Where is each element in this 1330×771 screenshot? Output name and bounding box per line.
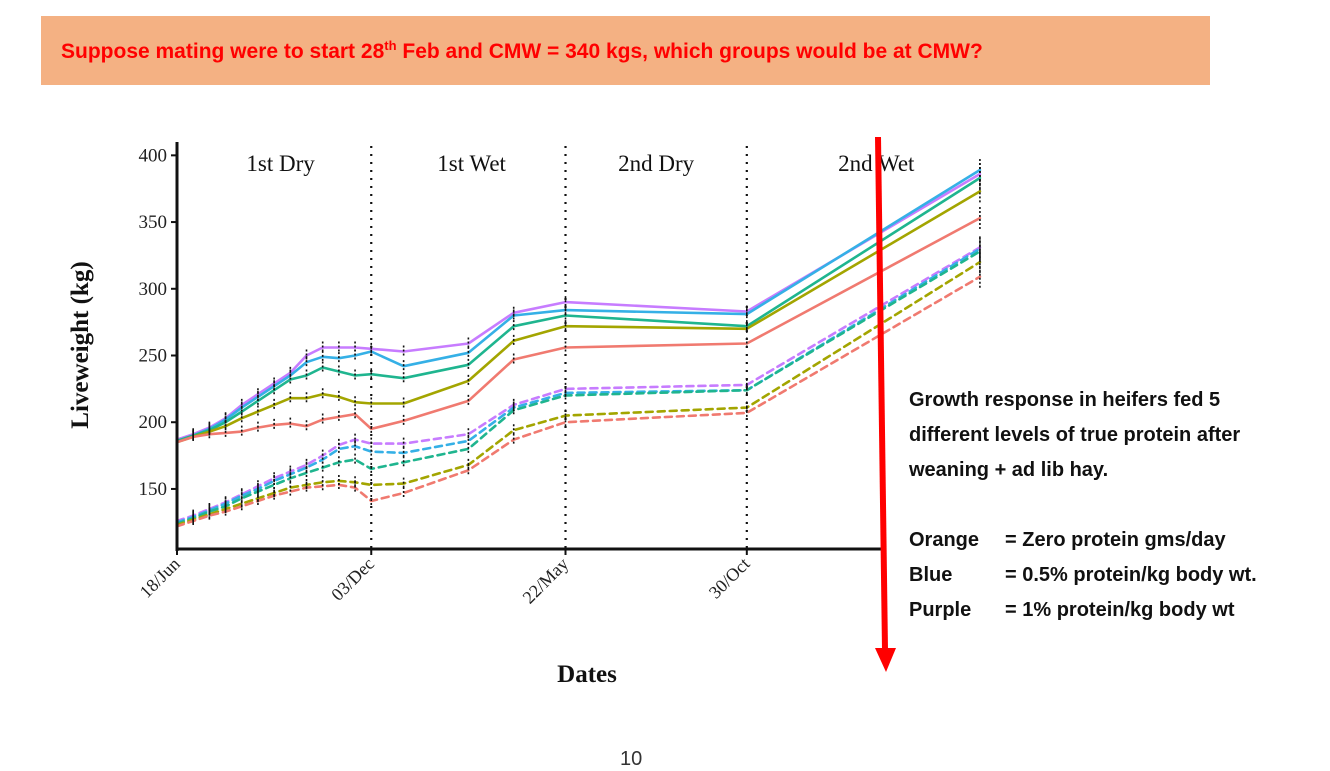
annotation-description: Growth response in heifers fed 5 differen… — [909, 383, 1329, 488]
y-tick-label: 200 — [139, 412, 168, 433]
description-line: weaning + ad lib hay. — [909, 459, 1109, 481]
x-axis-title: Dates — [557, 661, 617, 688]
legend-value: = 0.5% protein/kg body wt. — [1005, 564, 1257, 586]
description-line: different levels of true protein after — [909, 424, 1241, 446]
chart-series — [175, 168, 982, 528]
period-label: 1st Wet — [437, 151, 506, 176]
y-tick-label: 300 — [139, 279, 168, 300]
chart-axes: 1st Dry 1st Wet 2nd Dry 2nd Wet150200250300… — [67, 142, 915, 688]
red-arrow-shaft — [875, 136, 888, 651]
x-tick-label: 22/May — [519, 554, 573, 608]
period-label: 2nd Dry — [618, 151, 695, 176]
legend-key: Purple — [909, 599, 972, 621]
chart-error-bars — [176, 159, 981, 533]
question-banner: Suppose mating were to start 28th Feb an… — [41, 16, 1210, 85]
series-line-solid — [175, 172, 982, 441]
annotation-legend: Orange = Zero protein gms/day Blue = 0.5%… — [909, 523, 1329, 628]
page-number: 10 — [620, 748, 643, 770]
legend-value: = Zero protein gms/day — [1005, 529, 1226, 551]
legend-row: Orange = Zero protein gms/day — [909, 523, 1329, 558]
series-line-solid — [175, 168, 982, 443]
legend-row: Purple = 1% protein/kg body wt — [909, 593, 1329, 628]
series-line-dashed — [175, 246, 982, 523]
y-tick-label: 250 — [139, 346, 168, 367]
x-tick-label: 03/Dec — [327, 554, 378, 605]
series-line-solid — [175, 216, 982, 444]
period-label: 1st Dry — [246, 151, 315, 176]
annotation-panel: Growth response in heifers fed 5 differen… — [909, 383, 1329, 628]
y-axis-title: Liveweight (kg) — [67, 261, 94, 428]
red-arrow-head — [875, 648, 896, 672]
series-line-dashed — [175, 275, 982, 528]
description-line: Growth response in heifers fed 5 — [909, 389, 1221, 411]
question-text: Suppose mating were to start 28th Feb an… — [61, 37, 983, 63]
y-tick-label: 400 — [139, 145, 168, 166]
y-tick-label: 150 — [139, 479, 168, 500]
legend-row: Blue = 0.5% protein/kg body wt. — [909, 558, 1329, 593]
legend-value: = 1% protein/kg body wt — [1005, 599, 1235, 621]
x-tick-label: 30/Oct — [705, 554, 754, 603]
legend-key: Orange — [909, 529, 980, 551]
red-arrow — [875, 136, 896, 672]
x-tick-label: 18/Jun — [136, 554, 184, 602]
legend-key: Blue — [909, 564, 953, 586]
y-tick-label: 350 — [139, 212, 168, 233]
series-line-dashed — [175, 247, 982, 524]
